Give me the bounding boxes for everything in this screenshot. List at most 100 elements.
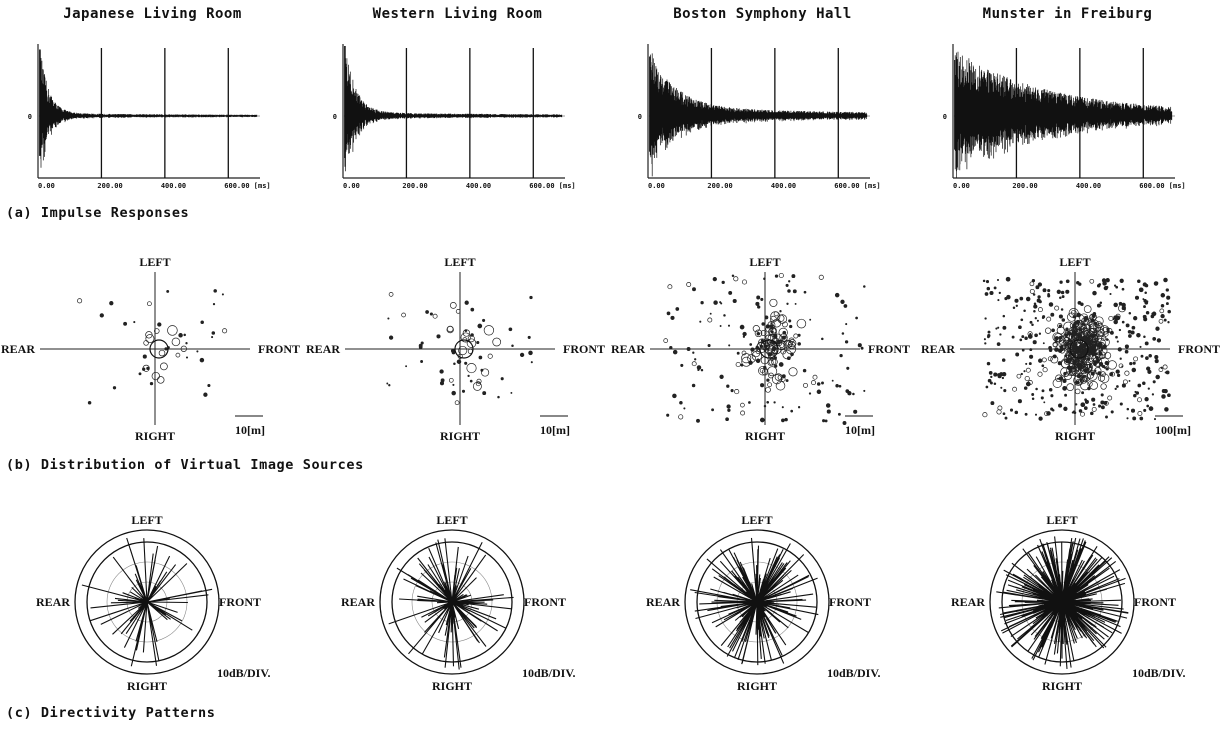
image-source-point	[709, 312, 712, 315]
image-source-point	[401, 312, 406, 318]
image-source-point	[749, 343, 753, 346]
directivity-outer-ring	[379, 529, 525, 675]
image-source-point	[1152, 337, 1157, 341]
image-source-point	[460, 332, 471, 343]
image-source-point	[1027, 334, 1033, 339]
image-source-point	[199, 357, 205, 363]
image-source-point	[87, 401, 92, 405]
image-source-point	[466, 363, 477, 374]
image-source-point	[728, 344, 731, 347]
impulse-response-plot: 0 0.00 200.00 400.00 600.00 [ms]	[333, 44, 576, 190]
image-source-point	[1148, 353, 1152, 358]
image-source-point	[387, 317, 390, 320]
room-panel-3: 0 0.00 200.00 400.00 600.00 [ms] LEFT RIGHT REA…	[921, 44, 1220, 693]
image-source-point	[1070, 344, 1078, 353]
image-source-point	[1086, 371, 1095, 379]
image-source-point	[755, 301, 760, 306]
image-source-point	[990, 375, 993, 379]
image-source-point	[699, 320, 702, 323]
image-source-point	[735, 361, 741, 368]
image-source-point	[726, 404, 731, 409]
image-source-point	[1038, 358, 1043, 363]
image-source-point	[1012, 386, 1018, 392]
label-front: FRONT	[563, 342, 605, 356]
image-source-point	[1063, 406, 1068, 411]
image-source-point	[1005, 276, 1011, 282]
image-source-point	[1018, 325, 1022, 330]
image-source-point	[1060, 358, 1071, 369]
directivity-scale-label: 10dB/DIV.	[827, 666, 880, 680]
image-source-point	[1023, 309, 1026, 313]
image-source-point	[997, 326, 1000, 329]
image-source-point	[1064, 333, 1068, 337]
image-source-point	[508, 327, 513, 332]
image-source-point	[1098, 365, 1101, 368]
image-source-point	[1063, 321, 1074, 332]
image-source-point	[1105, 415, 1108, 419]
label-front: FRONT	[1134, 595, 1176, 609]
image-source-point	[1080, 380, 1090, 391]
image-source-point	[1154, 359, 1159, 364]
image-source-point	[1062, 378, 1067, 383]
image-source-point	[1003, 389, 1007, 393]
image-source-point	[666, 413, 670, 417]
image-source-point	[1058, 403, 1063, 408]
image-source-point	[1144, 397, 1149, 402]
image-source-point	[1092, 311, 1097, 316]
image-source-point	[1114, 315, 1119, 320]
label-front: FRONT	[868, 342, 910, 356]
directivity-outer-ring	[74, 529, 220, 675]
image-source-point	[1031, 397, 1035, 400]
image-source-point	[1032, 293, 1036, 296]
image-source-point	[1115, 285, 1119, 289]
image-source-point	[841, 332, 845, 335]
image-source-point	[691, 383, 696, 388]
image-source-point	[760, 339, 764, 342]
impulse-tick-label: 400.00	[1076, 182, 1101, 190]
image-source-point	[1150, 314, 1155, 319]
image-source-point	[860, 346, 864, 350]
image-source-point	[1134, 295, 1140, 300]
image-source-point	[1066, 383, 1075, 391]
image-source-point	[1029, 348, 1033, 352]
image-source-point	[785, 343, 797, 355]
image-source-point	[686, 282, 692, 287]
image-source-point	[1001, 376, 1005, 380]
directivity-plot: LEFT RIGHT REAR FRONT 10dB/DIV.	[951, 513, 1185, 693]
image-source-point	[1041, 389, 1045, 393]
image-source-point	[771, 346, 777, 352]
image-source-point	[1019, 296, 1024, 301]
image-source-point	[1063, 336, 1069, 343]
image-source-point	[1095, 321, 1103, 329]
image-source-point	[777, 314, 788, 324]
image-source-point	[470, 307, 475, 312]
image-source-point	[733, 276, 739, 282]
image-source-point	[466, 338, 477, 348]
image-source-point	[1020, 372, 1023, 376]
image-source-point	[1164, 407, 1169, 412]
image-source-point	[1066, 351, 1071, 357]
image-source-point	[211, 336, 214, 339]
image-source-point	[1148, 406, 1154, 411]
image-source-point	[844, 340, 849, 344]
image-source-point	[1092, 403, 1096, 406]
image-source-point	[386, 382, 389, 385]
image-source-point	[221, 293, 224, 296]
image-source-point	[1116, 385, 1119, 388]
image-source-point	[154, 328, 160, 334]
image-source-point	[487, 353, 493, 359]
image-source-point	[1083, 305, 1092, 313]
image-source-point	[700, 368, 704, 372]
image-source-point	[1081, 391, 1085, 395]
image-source-point	[1061, 318, 1066, 322]
image-source-point	[679, 400, 683, 405]
image-source-point	[1027, 380, 1033, 385]
image-source-point	[790, 409, 794, 413]
image-source-point	[760, 330, 767, 336]
image-source-point	[1065, 279, 1070, 284]
image-source-point	[1034, 333, 1038, 338]
image-source-point	[439, 381, 445, 386]
image-source-point	[1158, 367, 1164, 372]
image-source-point	[697, 368, 700, 372]
image-source-point	[1078, 409, 1083, 413]
